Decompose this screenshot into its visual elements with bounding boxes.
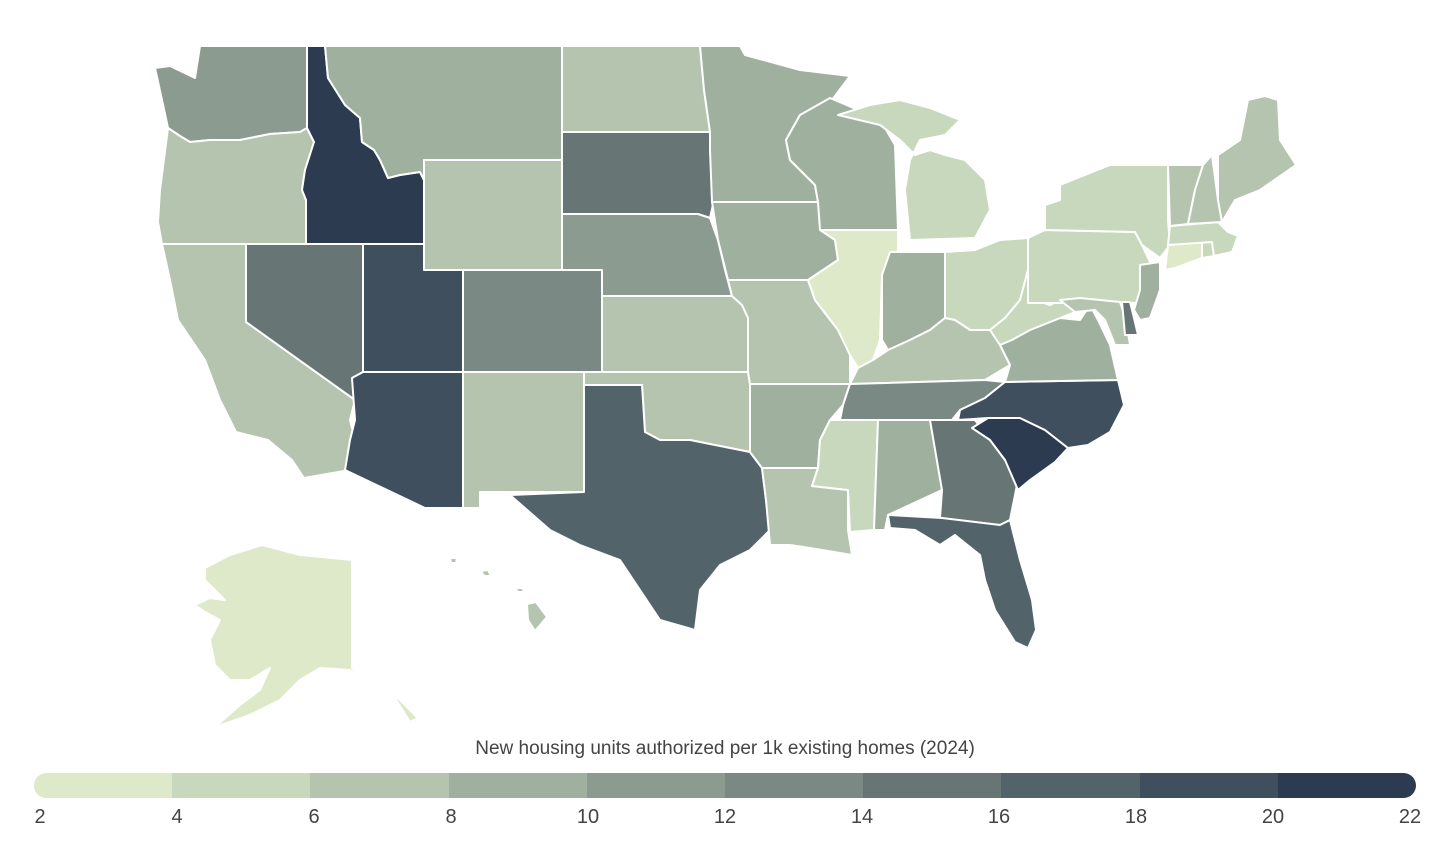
state-HI-oahu[interactable] — [480, 569, 492, 577]
legend-tick-label: 18 — [1124, 806, 1148, 828]
legend-tick-label: 20 — [1261, 806, 1285, 828]
state-ME[interactable] — [1217, 95, 1297, 223]
state-NJ[interactable] — [1133, 261, 1161, 321]
state-TX[interactable] — [509, 384, 771, 631]
state-AK[interactable] — [194, 544, 419, 728]
legend-tick-label: 14 — [850, 806, 874, 828]
state-HI[interactable] — [526, 601, 548, 632]
state-PA[interactable] — [1027, 229, 1151, 304]
state-FL[interactable] — [887, 514, 1037, 649]
legend-tick-label: 8 — [445, 806, 457, 828]
state-MA[interactable] — [1167, 221, 1239, 257]
state-KS[interactable] — [601, 295, 749, 373]
us-choropleth-map — [154, 45, 1297, 728]
state-CT[interactable] — [1164, 241, 1203, 271]
state-WY[interactable] — [423, 159, 563, 271]
state-OR[interactable] — [157, 127, 315, 245]
legend-bin-6-8 — [310, 773, 449, 798]
legend-tick-label: 10 — [576, 806, 600, 828]
legend-bin-14-16 — [863, 773, 1002, 798]
state-KY[interactable] — [849, 317, 1011, 385]
state-HI-kauai[interactable] — [449, 557, 458, 564]
legend-bin-20-22 — [1277, 773, 1416, 798]
legend-bin-12-14 — [725, 773, 864, 798]
legend-bin-18-20 — [1139, 773, 1278, 798]
state-SD[interactable] — [561, 131, 715, 219]
legend-tick-label: 4 — [171, 806, 183, 828]
legend-bin-16-18 — [1001, 773, 1140, 798]
legend-tick-label: 12 — [713, 806, 737, 828]
state-CO[interactable] — [462, 269, 603, 373]
state-DE[interactable] — [1121, 301, 1139, 336]
legend-tick-label: 22 — [1398, 806, 1422, 828]
legend-tick-labels: 2 4 6 8 10 12 14 16 18 20 22 — [0, 806, 1450, 836]
legend-tick-label: 2 — [34, 806, 46, 828]
state-NM[interactable] — [462, 371, 585, 509]
state-AL[interactable] — [873, 419, 943, 531]
state-MD[interactable] — [1059, 297, 1131, 346]
legend-tick-label: 6 — [308, 806, 320, 828]
state-AZ[interactable] — [344, 371, 464, 509]
legend-tick-label: 16 — [987, 806, 1011, 828]
legend-color-scale — [34, 773, 1416, 798]
state-WA[interactable] — [154, 45, 308, 143]
legend-bin-10-12 — [586, 773, 726, 798]
legend-title: New housing units authorized per 1k exis… — [475, 738, 975, 759]
legend-bin-4-6 — [172, 773, 311, 798]
state-HI-maui[interactable] — [514, 587, 526, 593]
legend-bin-2-4 — [34, 773, 173, 798]
state-ND[interactable] — [561, 45, 711, 133]
legend-bin-8-10 — [448, 773, 587, 798]
state-MI[interactable] — [837, 99, 991, 241]
